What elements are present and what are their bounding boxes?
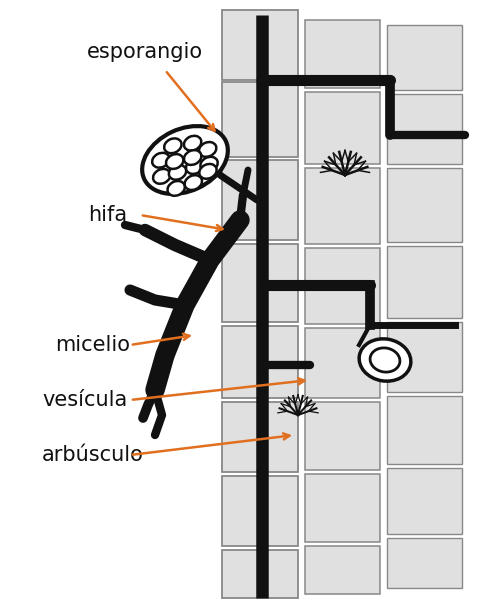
Bar	[222, 476, 297, 546]
Text: hifa: hifa	[88, 205, 127, 225]
Text: vesícula: vesícula	[42, 390, 127, 410]
Text: esporangio: esporangio	[87, 42, 203, 62]
Bar	[304, 92, 379, 164]
Bar	[386, 538, 461, 588]
Ellipse shape	[153, 169, 170, 184]
Ellipse shape	[185, 159, 203, 174]
Ellipse shape	[183, 150, 201, 165]
Ellipse shape	[167, 181, 184, 196]
Ellipse shape	[152, 153, 169, 167]
Bar	[222, 244, 297, 322]
Ellipse shape	[200, 157, 217, 172]
Bar	[222, 10, 297, 80]
Bar	[304, 168, 379, 244]
Bar	[386, 396, 461, 464]
Bar	[386, 322, 461, 392]
Bar	[386, 94, 461, 164]
Bar	[386, 168, 461, 242]
Bar	[386, 25, 461, 90]
Bar	[222, 402, 297, 472]
Bar	[304, 546, 379, 594]
Ellipse shape	[184, 175, 202, 190]
Bar	[222, 326, 297, 398]
Bar	[304, 248, 379, 324]
Ellipse shape	[166, 154, 183, 169]
Ellipse shape	[199, 164, 216, 179]
Bar	[222, 550, 297, 598]
Ellipse shape	[358, 339, 410, 381]
Ellipse shape	[164, 139, 181, 153]
Ellipse shape	[198, 142, 216, 157]
Bar	[304, 20, 379, 88]
Text: micelio: micelio	[55, 335, 130, 355]
Bar	[222, 82, 297, 157]
Ellipse shape	[168, 165, 186, 180]
Text: arbúsculo: arbúsculo	[42, 445, 144, 465]
Bar	[386, 246, 461, 318]
Bar	[386, 468, 461, 534]
Bar	[304, 328, 379, 398]
Bar	[304, 474, 379, 542]
Bar	[304, 402, 379, 470]
Ellipse shape	[142, 126, 227, 194]
Ellipse shape	[183, 136, 201, 151]
Ellipse shape	[369, 348, 399, 372]
Bar	[222, 160, 297, 240]
